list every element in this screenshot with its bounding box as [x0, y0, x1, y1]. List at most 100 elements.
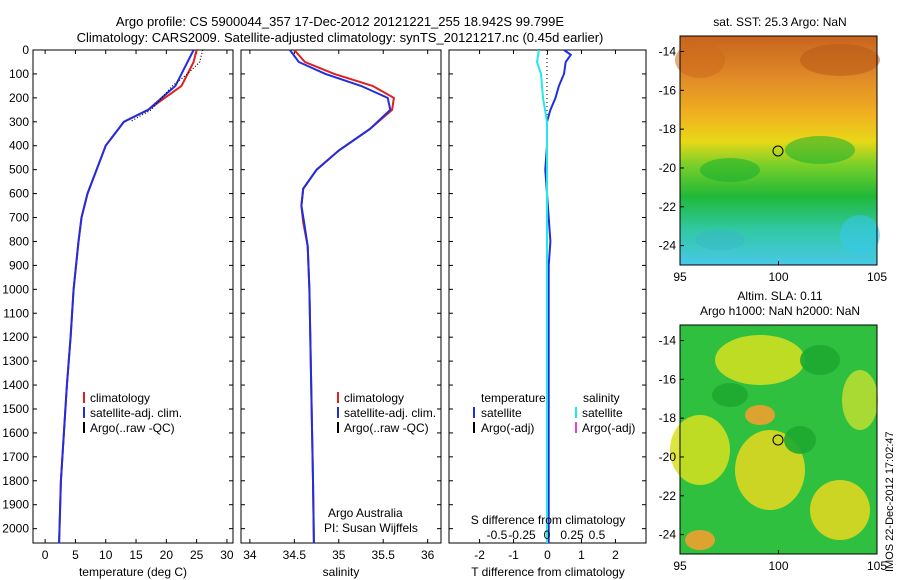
sal-legend-swatch-climatology [337, 392, 339, 403]
sst-lon-tick-label: 100 [768, 270, 788, 284]
depth-tick-label: 1300 [2, 354, 29, 368]
diff-s-tick-label: 0.5 [589, 528, 606, 542]
diff-legend-temp-head: temperature [481, 391, 546, 405]
depth-tick-label: 800 [9, 234, 29, 248]
sla-lat-tick-label: -20 [659, 450, 677, 464]
sal-x-tick-label: 34 [243, 548, 257, 562]
legend-swatch-satellite [83, 407, 85, 418]
sst-lat-tick-label: -16 [659, 83, 677, 97]
diff-lines [535, 49, 573, 543]
sst-lat-tick-label: -20 [659, 161, 677, 175]
diff-s-tick-label: -0.25 [508, 528, 536, 542]
temp-legend-climatology: climatology [90, 391, 150, 405]
diff-s-tick-label: 0.25 [560, 528, 584, 542]
sst-lat-tick-label: -14 [659, 45, 677, 59]
diff-legend-swatch-sal-argo [575, 422, 577, 433]
sal-legend-swatch-satellite [337, 407, 339, 418]
diff-legend-swatch-sal-satellite [575, 407, 577, 418]
temp-x-tick-label: 5 [72, 548, 79, 562]
sst-argo-location-marker [772, 145, 784, 157]
legend-swatch-climatology [83, 392, 85, 403]
depth-tick-label: 900 [9, 258, 29, 272]
sst-map: sat. SST: 25.3 Argo: NaN -14-16-1 [659, 15, 888, 284]
sal-x-tick-label: 35 [332, 548, 346, 562]
salinity-panel: 34 34.5 35 35.5 36 salinity climatology sate… [240, 49, 442, 579]
diff-y-ticks [449, 49, 646, 530]
credit-argo-australia: Argo Australia [328, 506, 403, 520]
depth-tick-label: 500 [9, 163, 29, 177]
diff-x-tick-label: -2 [474, 548, 485, 562]
credit-pi: PI: Susan Wijffels [324, 521, 418, 535]
sla-map: Altim. SLA: 0.11 Argo h1000: NaN h2000: … [659, 289, 888, 573]
temp-x-tick-label: 20 [160, 548, 174, 562]
sla-map-title1: Altim. SLA: 0.11 [737, 289, 822, 303]
diff-s-tick-label: 0 [544, 528, 551, 542]
sal-x-axis: 34 34.5 35 35.5 36 [243, 50, 435, 562]
sal-legend-argo: Argo(..raw -QC) [344, 421, 429, 435]
depth-tick-label: 1700 [2, 450, 29, 464]
depth-tick-label: 0 [22, 43, 29, 57]
diff-legend-temp-satellite: satellite [481, 406, 522, 420]
depth-tick-label: 1800 [2, 474, 29, 488]
sal-line-satellite-adj-clim- [289, 49, 392, 544]
sst-lat-tick-label: -22 [659, 200, 677, 214]
sal-legend-satellite: satellite-adj. clim. [344, 406, 436, 420]
diff-legend-swatch-temp-argo [473, 422, 475, 433]
temp-legend-satellite: satellite-adj. clim. [90, 406, 182, 420]
sla-map-title2: Argo h1000: NaN h2000: NaN [700, 304, 860, 318]
diff-x-tick-label: 0 [544, 548, 551, 562]
sst-lat-tick-label: -24 [659, 239, 677, 253]
sla-map-texture [670, 335, 878, 550]
depth-tick-label: 100 [9, 67, 29, 81]
sst-y-axis: -14 -16 -18 -20 -22 -24 [659, 45, 684, 253]
sst-lon-tick-label: 105 [867, 270, 887, 284]
sal-y-ticks [241, 49, 441, 530]
diff-x-tick-label: -1 [508, 548, 519, 562]
temp-line-satellite-adj-clim- [58, 49, 195, 544]
depth-tick-label: 2000 [2, 522, 29, 536]
diff-legend-sal-argo: Argo(-adj) [582, 421, 635, 435]
diff-legend-sal-satellite: satellite [582, 406, 623, 420]
depth-tick-label: 1600 [2, 426, 29, 440]
diff-legend-sal-head: salinity [583, 391, 620, 405]
depth-tick-label: 700 [9, 211, 29, 225]
temperature-panel: 0100200300400500600700800900100011001200… [2, 43, 234, 579]
header-title-line2: Climatology: CARS2009. Satellite-adjuste… [77, 30, 604, 45]
temp-x-tick-label: 0 [42, 548, 49, 562]
sal-xlabel: salinity [323, 565, 360, 579]
depth-tick-label: 1000 [2, 282, 29, 296]
diff-s-tick-label: -0.5 [487, 528, 508, 542]
diff-xlabel: T difference from climatology [471, 565, 625, 579]
depth-tick-label: 1200 [2, 330, 29, 344]
sla-lat-tick-label: -22 [659, 489, 677, 503]
diff-legend-temp-argo: Argo(-adj) [481, 421, 534, 435]
sst-lat-tick-label: -18 [659, 122, 677, 136]
sal-x-tick-label: 36 [421, 548, 435, 562]
sla-lat-tick-label: -16 [659, 372, 677, 386]
temp-x-tick-label: 15 [129, 548, 143, 562]
sla-y-axis: -14 -16 -18 -20 -22 -24 [659, 334, 684, 542]
temp-x-tick-label: 30 [220, 548, 234, 562]
temp-x-axis: 0 5 10 15 20 25 30 [42, 50, 234, 562]
sla-lat-tick-label: -24 [659, 528, 677, 542]
sal-lines [289, 49, 395, 544]
temp-lines [58, 49, 204, 544]
depth-tick-label: 600 [9, 187, 29, 201]
diff-x-tick-label: 1 [578, 548, 585, 562]
depth-tick-label: 200 [9, 91, 29, 105]
temp-x-tick-label: 25 [190, 548, 204, 562]
temp-line-argo-raw-qc- [129, 49, 204, 123]
depth-tick-label: 400 [9, 139, 29, 153]
header-title-line1: Argo profile: CS 5900044_357 17-Dec-2012… [116, 14, 564, 29]
legend-swatch-argo [83, 422, 85, 433]
depth-axis: 0 100 200 300 400 500 600 700 800 900 1000 1100 1200… [2, 43, 233, 536]
imos-timestamp: IMOS 22-Dec-2012 17:02:47 [884, 431, 896, 572]
sla-lon-tick-label: 95 [673, 559, 687, 573]
depth-tick-label: 1400 [2, 378, 29, 392]
depth-tick-label: 1100 [3, 306, 29, 320]
diff-x-tick-label: 2 [612, 548, 619, 562]
sst-map-texture [675, 42, 880, 255]
sal-x-tick-label: 35.5 [372, 548, 396, 562]
diff-s-label: S difference from climatology [471, 513, 626, 527]
